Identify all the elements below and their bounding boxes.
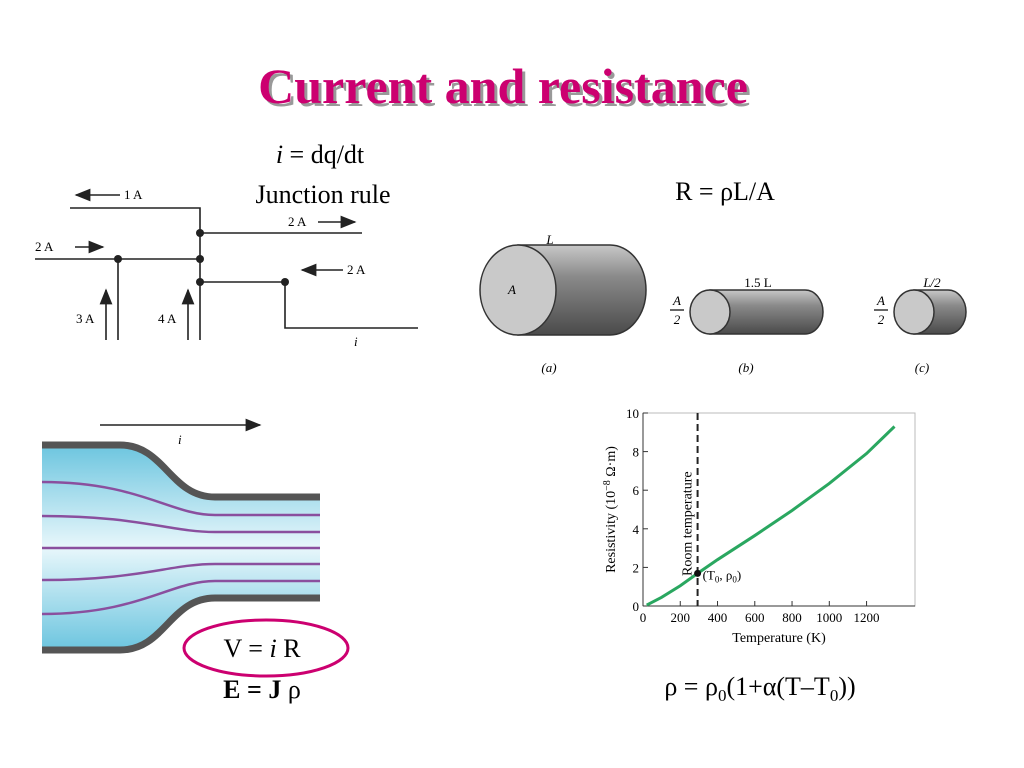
- length: L: [545, 232, 553, 247]
- x-tick-label: 200: [671, 610, 691, 625]
- current-label: i: [178, 432, 182, 447]
- y-tick-label: 8: [633, 445, 640, 460]
- y-tick-label: 10: [626, 406, 639, 421]
- point-label: (T0, ρ0): [703, 567, 742, 584]
- area: A: [507, 282, 516, 297]
- highlight: [182, 618, 350, 678]
- y-tick-label: 0: [633, 599, 640, 614]
- line: [646, 425, 896, 607]
- reference-point: [694, 569, 702, 577]
- caption: i = dq/dt: [276, 140, 365, 169]
- point-label-part: (T: [703, 567, 715, 582]
- x-axis-label: Temperature (K): [732, 631, 826, 646]
- caption: (b): [738, 360, 753, 375]
- formula: R = ρL/A: [675, 177, 775, 206]
- junction-labels: 1 A 2 A 2 A 2 A 3 A 4 A i: [35, 187, 366, 349]
- point-label-part: 0: [715, 574, 720, 584]
- x-tick-label: 600: [745, 610, 765, 625]
- length: 1.5 L: [744, 275, 772, 290]
- flow-lines: [41, 480, 320, 616]
- field-law: E = J ρ: [223, 675, 301, 704]
- annotation: Room temperature: [681, 471, 696, 576]
- current-label: 4 A: [158, 311, 177, 326]
- point-label-part: ): [737, 567, 741, 582]
- y-axis-label: Resistivity (10−8 Ω·m): [602, 446, 619, 573]
- x-tick-label: 0: [640, 610, 647, 625]
- rule: Junction rule: [255, 180, 390, 209]
- y-axis-label-part: Ω·m): [604, 446, 619, 480]
- title: Current and resistance: [258, 58, 748, 114]
- current-label: 2 A: [288, 214, 307, 229]
- area: 2: [674, 312, 681, 327]
- caption: (c): [915, 360, 929, 375]
- caption: (a): [541, 360, 556, 375]
- current-label: 1 A: [124, 187, 143, 202]
- y-tick-label: 2: [633, 560, 640, 575]
- current-label: 2 A: [35, 239, 54, 254]
- conductor-edge: [42, 441, 320, 654]
- cylinders: [479, 244, 967, 336]
- x-tick-label: 1000: [816, 610, 842, 625]
- current-label: 3 A: [76, 311, 95, 326]
- title-shadow: Current and resistance: [261, 61, 751, 117]
- area: A: [876, 293, 885, 308]
- point-label-part: 0: [732, 574, 737, 584]
- y-axis-label-part: −8: [602, 480, 613, 491]
- y-tick-label: 6: [633, 483, 640, 498]
- y-axis-label-part: Resistivity (10: [604, 491, 619, 573]
- point-label-part: , ρ: [719, 567, 732, 582]
- area: 2: [878, 312, 885, 327]
- length: L/2: [922, 275, 941, 290]
- current-label: 2 A: [347, 262, 366, 277]
- current-label: i: [354, 334, 358, 349]
- cylinder-labels: L A (a) 1.5 L A 2 (b) L/2 A 2 (c): [507, 232, 941, 375]
- y-tick-label: 4: [633, 522, 640, 537]
- x-tick-label: 400: [708, 610, 728, 625]
- formula: ρ = ρ0(1+α(T–T0)): [664, 672, 855, 705]
- area: A: [672, 293, 681, 308]
- x-tick-label: 1200: [854, 610, 880, 625]
- resistivity-chart: 0 2 4 6 8 10 0 200 400 600 800 1000 1200 Temperature …: [602, 406, 916, 646]
- nodes: [114, 229, 289, 286]
- ohm-law: V = i R: [223, 634, 301, 663]
- x-tick-label: 800: [782, 610, 802, 625]
